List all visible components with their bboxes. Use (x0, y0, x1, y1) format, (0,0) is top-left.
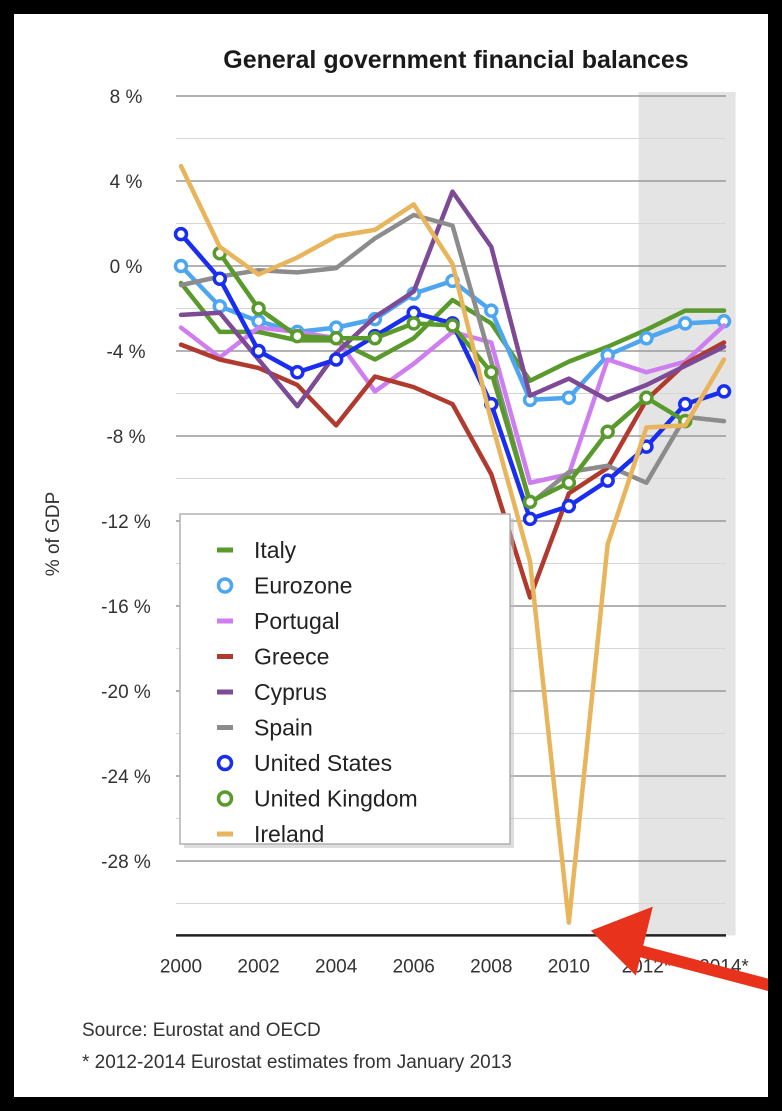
data-point (639, 331, 654, 346)
data-point (445, 318, 460, 333)
legend-label: Portugal (254, 608, 340, 634)
footer: Source: Eurostat and OECD * 2012-2014 Eur… (82, 1020, 512, 1073)
legend-label: Ireland (254, 821, 324, 847)
data-point (716, 384, 732, 399)
legend-item: Cyprus (217, 679, 327, 705)
chart: General government financial balances % … (43, 46, 768, 1073)
data-point (251, 343, 266, 359)
legend-label: Greece (254, 644, 329, 670)
series-line (178, 163, 727, 925)
x-tick-label: 2000 (160, 956, 202, 977)
legend-label: Eurozone (254, 573, 352, 599)
data-point (212, 271, 228, 286)
shaded-region-rect (638, 92, 736, 936)
y-axis-ticks: 8 % 4 % 0 % -4 % -8 % -12 % -16 % -20 % -24 % -28… (101, 87, 151, 873)
legend-item: Portugal (217, 608, 340, 634)
legend-marker-icon (216, 790, 234, 807)
y-tick-label: -20 % (101, 682, 151, 703)
legend-item: Eurozone (216, 573, 352, 599)
y-tick-label: 0 % (110, 257, 143, 278)
legend: Italy Eurozone Portugal Greece Cyprus Spain Un… (179, 513, 514, 848)
series-line (217, 251, 688, 505)
series-united-kingdom (212, 246, 693, 510)
data-point (173, 226, 189, 242)
x-axis-ticks: 2000 2002 2004 2006 2008 2010 2012* 2014* (160, 956, 750, 977)
y-tick-label: 4 % (110, 172, 143, 193)
legend-item: Italy (217, 537, 297, 563)
series-lines (173, 163, 732, 925)
legend-box (179, 513, 511, 845)
data-point (290, 328, 305, 344)
data-point (600, 473, 615, 488)
series-ireland (178, 163, 727, 925)
series-cyprus (178, 189, 727, 409)
y-tick-label: -12 % (101, 512, 151, 533)
arrow-head (590, 906, 653, 976)
footer-line: * 2012-2014 Eurostat estimates from Janu… (82, 1052, 512, 1073)
x-tick-label: 2002 (237, 956, 279, 977)
y-tick-label: 8 % (110, 87, 143, 108)
data-point (484, 303, 499, 318)
legend-label: Cyprus (254, 679, 327, 705)
legend-item: Ireland (217, 821, 324, 847)
legend-label: United Kingdom (254, 786, 418, 812)
legend-marker-icon (216, 577, 234, 594)
data-point (173, 258, 189, 274)
data-point (328, 331, 344, 346)
series-italy (178, 280, 727, 383)
x-tick-label: 2008 (470, 956, 512, 977)
y-tick-label: -24 % (101, 767, 151, 788)
series-line (178, 189, 727, 409)
y-tick-label: -16 % (101, 597, 151, 618)
chart-title: General government financial balances (223, 46, 688, 74)
legend-marker-icon (216, 754, 234, 772)
x-tick-label: 2006 (393, 956, 435, 977)
series-line (178, 280, 727, 383)
y-axis-label: % of GDP (43, 492, 64, 576)
data-point (600, 424, 615, 439)
data-point (484, 365, 499, 380)
chart-frame: General government financial balances % … (14, 14, 768, 1097)
legend-item: Spain (217, 715, 313, 741)
data-point (251, 314, 266, 329)
legend-item: United States (216, 750, 392, 776)
legend-item: United Kingdom (216, 786, 418, 812)
data-point (677, 316, 693, 331)
data-point (251, 301, 266, 316)
data-point (561, 390, 577, 405)
data-point (212, 299, 228, 314)
data-point (367, 331, 383, 346)
legend-label: Spain (254, 715, 313, 741)
data-point (522, 494, 538, 510)
data-point (561, 498, 577, 514)
data-point (639, 390, 654, 405)
y-tick-label: -4 % (106, 342, 145, 363)
data-point (290, 365, 305, 380)
red-arrow-annotation (590, 906, 768, 991)
data-point (522, 511, 538, 527)
y-tick-label: -28 % (101, 852, 151, 873)
legend-label: United States (254, 750, 392, 776)
footer-line: Source: Eurostat and OECD (82, 1020, 321, 1041)
shaded-estimate-region (638, 92, 736, 936)
legend-label: Italy (254, 537, 297, 563)
arrow-shaft (629, 942, 768, 991)
data-point (328, 352, 344, 367)
data-point (561, 475, 577, 490)
y-tick-label: -8 % (106, 427, 145, 448)
x-tick-label: 2010 (548, 956, 590, 977)
x-tick-label: 2004 (315, 956, 358, 977)
data-point (677, 396, 693, 412)
data-point (406, 316, 421, 331)
legend-item: Greece (217, 644, 329, 670)
